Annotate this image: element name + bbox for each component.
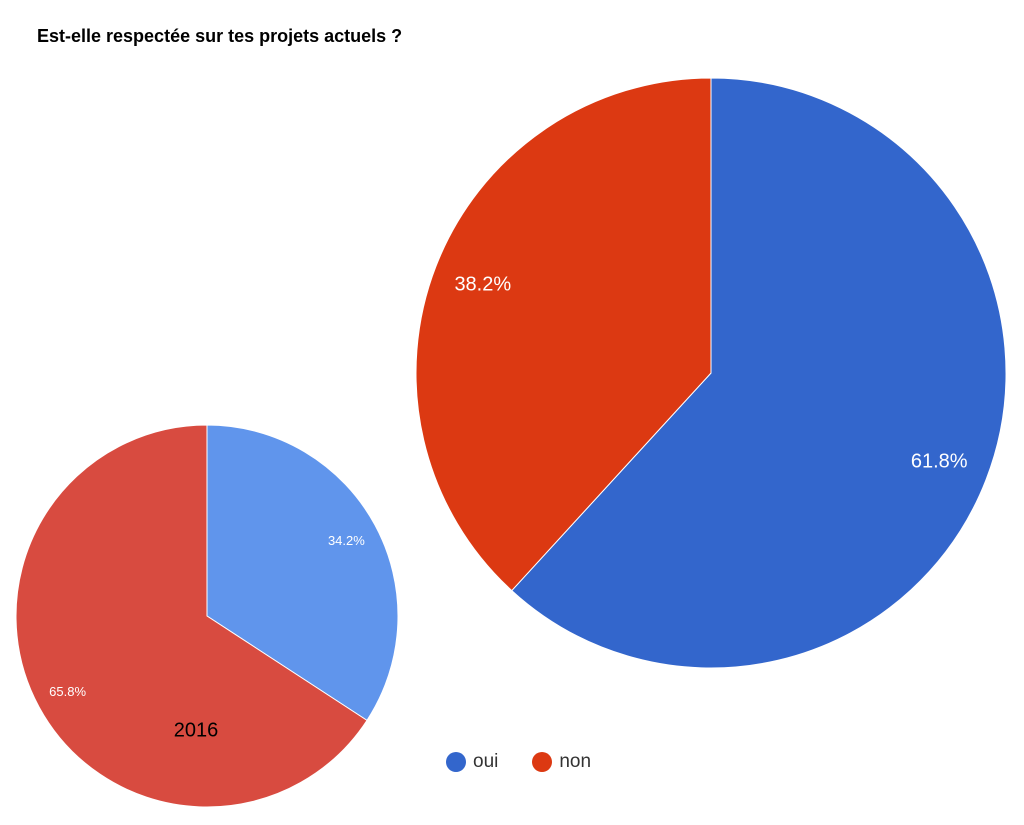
page-title: Est-elle respectée sur tes projets actue… (37, 26, 403, 46)
pie-slice-non (415, 77, 712, 592)
legend-swatch-oui-icon (446, 752, 466, 772)
legend-item-non: non (532, 751, 591, 773)
pie-slice-non (15, 424, 368, 808)
chart-legend: oui non (446, 751, 591, 773)
legend-label-non: non (559, 751, 592, 772)
pie-chart-2016: 34.2% 65.8% (15, 424, 399, 808)
pie-slice-label-non: 38.2% (454, 273, 511, 295)
pie-slice-label-oui: 61.8% (911, 451, 968, 473)
pie-slice-oui (206, 424, 399, 722)
pie-slice-label-oui: 34.2% (328, 533, 365, 548)
legend-label-oui: oui (473, 751, 499, 772)
legend-swatch-non-icon (532, 752, 553, 772)
pie-slice-oui (511, 77, 1007, 669)
legend-item-oui: oui (446, 751, 498, 773)
year-annotation: 2016 (173, 719, 219, 742)
pie-chart-current: 61.8% 38.2% (415, 77, 1007, 669)
pie-slice-label-non: 65.8% (49, 684, 86, 699)
